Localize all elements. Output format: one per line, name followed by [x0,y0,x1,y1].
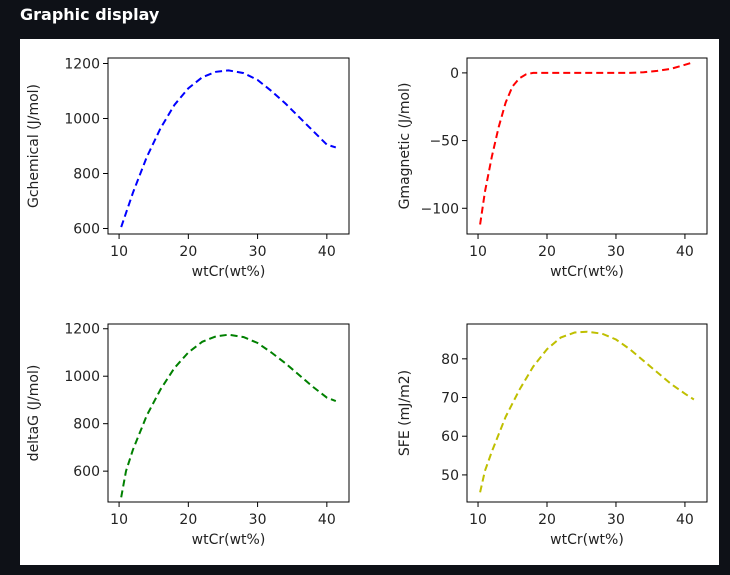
chart-2: 10 20 30 40 0 −50 −100 wtCr(wt%) Gmagnetic (J/mo… [397,57,708,280]
plot-frame [466,323,708,503]
y-tick-label: 800 [73,167,100,183]
y-tick-label: −100 [421,201,459,217]
x-axis-label: wtCr(wt%) [550,532,624,548]
x-tick-label: 40 [676,244,694,260]
y-tick-label: −50 [429,134,459,150]
chart-1: 10 20 30 40 600 800 1000 1200 wtCr(wt%) Gchemical… [26,57,350,280]
x-tick-label: 40 [676,512,694,528]
y-tick-label: 0 [450,66,459,82]
x-axis-label: wtCr(wt%) [192,532,266,548]
x-axis-label: wtCr(wt%) [192,264,266,280]
x-tick-label: 30 [607,244,625,260]
y-axis-label: SFE (mJ/m2) [397,370,413,456]
y-tick-label: 1000 [64,112,100,128]
y-axis-label: Gmagnetic (J/mol) [397,83,413,210]
y-tick-label: 800 [73,417,100,433]
y-tick-label: 1000 [64,369,100,385]
chart-panel: 10 20 30 40 600 800 1000 1200 wtCr(wt%) Gchemical… [20,39,719,565]
x-tick-label: 20 [179,244,197,260]
plot-frame [107,57,350,235]
series-line [479,330,695,493]
chart-4: 10 20 30 40 50 60 70 80 wtCr(wt%) SFE (mJ/m2) [397,323,708,548]
y-tick-label: 70 [441,391,459,407]
x-tick-label: 30 [249,512,267,528]
x-tick-label: 30 [607,512,625,528]
x-tick-label: 40 [318,244,336,260]
y-tick-label: 1200 [64,57,100,73]
x-tick-label: 40 [318,512,336,528]
x-tick-label: 10 [469,244,487,260]
x-tick-label: 10 [469,512,487,528]
series-line [120,333,337,498]
x-tick-label: 10 [110,244,128,260]
x-tick-label: 10 [110,512,128,528]
charts-figure: 10 20 30 4060080010001200wtCr(wt%)Gchemical… [26,57,708,548]
x-axis-label: wtCr(wt%) [550,264,624,280]
y-tick-label: 600 [73,464,100,480]
y-axis-label: deltaG (J/mol) [26,365,42,462]
chart-3: 10 20 30 40 600 800 1000 1200 wtCr(wt%) deltaG (J… [26,322,350,548]
plot-frame [107,323,350,503]
y-axis-label: Gchemical (J/mol) [26,84,42,208]
section-title: Graphic display [20,5,160,24]
y-tick-label: 80 [441,352,459,368]
x-tick-label: 20 [538,512,556,528]
y-tick-label: 60 [441,429,459,445]
plot-frame [466,57,708,235]
y-tick-label: 50 [441,468,459,484]
x-tick-label: 30 [249,244,267,260]
x-tick-label: 20 [179,512,197,528]
series-line [120,69,337,228]
series-line [479,61,695,225]
y-tick-label: 600 [73,222,100,238]
x-tick-label: 20 [538,244,556,260]
y-tick-label: 1200 [64,322,100,338]
